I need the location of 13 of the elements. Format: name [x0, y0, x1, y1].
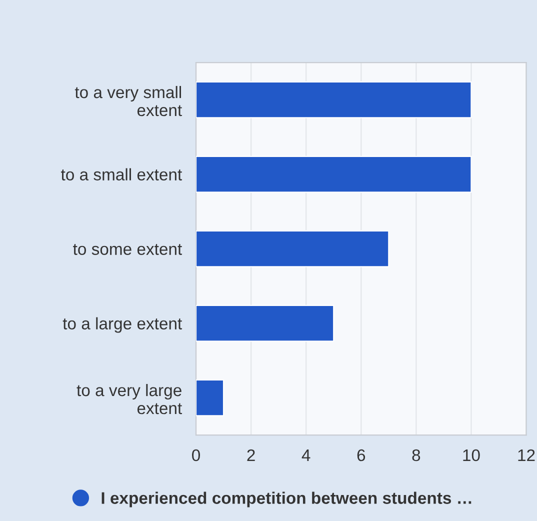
y-tick-label: to a very small extent [74, 86, 182, 116]
x-tick-label: 12 [518, 449, 535, 461]
y-tick-label: to some extent [73, 244, 182, 255]
x-tick-label: 0 [192, 449, 200, 462]
y-tick-label: to a small extent [61, 168, 182, 180]
legend-label: I experienced competition between students … [102, 492, 472, 508]
x-tick-label: 8 [412, 449, 420, 462]
x-tick-label: 6 [357, 449, 366, 462]
y-tick-label: to a large extent [62, 317, 182, 333]
x-tick-label: 10 [463, 449, 480, 462]
x-tick-label: 2 [247, 449, 255, 461]
x-tick-label: 4 [302, 450, 310, 461]
y-tick-label: to a very large extent [76, 384, 182, 414]
